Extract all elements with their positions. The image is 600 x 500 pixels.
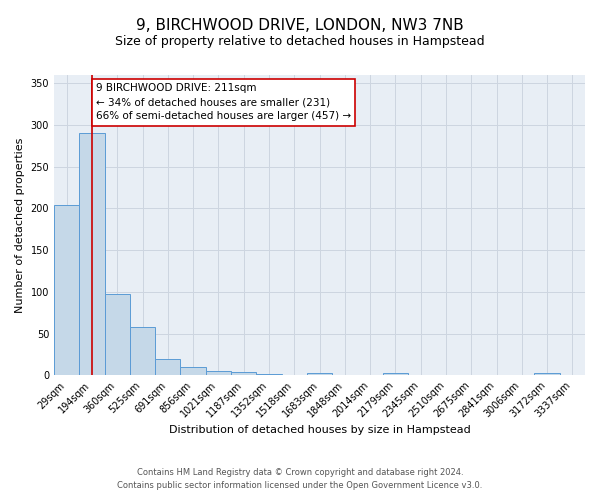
Bar — [206, 371, 231, 376]
Text: 9 BIRCHWOOD DRIVE: 211sqm
← 34% of detached houses are smaller (231)
66% of semi: 9 BIRCHWOOD DRIVE: 211sqm ← 34% of detac… — [96, 84, 351, 122]
Bar — [130, 327, 155, 376]
Bar — [54, 205, 79, 376]
Y-axis label: Number of detached properties: Number of detached properties — [15, 138, 25, 313]
Bar — [383, 372, 408, 376]
Bar — [307, 372, 332, 376]
Bar — [104, 294, 130, 376]
Bar — [256, 374, 281, 376]
Bar — [181, 367, 206, 376]
Text: 9, BIRCHWOOD DRIVE, LONDON, NW3 7NB: 9, BIRCHWOOD DRIVE, LONDON, NW3 7NB — [136, 18, 464, 32]
Text: Contains public sector information licensed under the Open Government Licence v3: Contains public sector information licen… — [118, 480, 482, 490]
X-axis label: Distribution of detached houses by size in Hampstead: Distribution of detached houses by size … — [169, 425, 470, 435]
Bar — [155, 358, 181, 376]
Text: Size of property relative to detached houses in Hampstead: Size of property relative to detached ho… — [115, 35, 485, 48]
Text: Contains HM Land Registry data © Crown copyright and database right 2024.: Contains HM Land Registry data © Crown c… — [137, 468, 463, 477]
Bar — [79, 132, 104, 376]
Bar — [231, 372, 256, 376]
Bar — [535, 372, 560, 376]
